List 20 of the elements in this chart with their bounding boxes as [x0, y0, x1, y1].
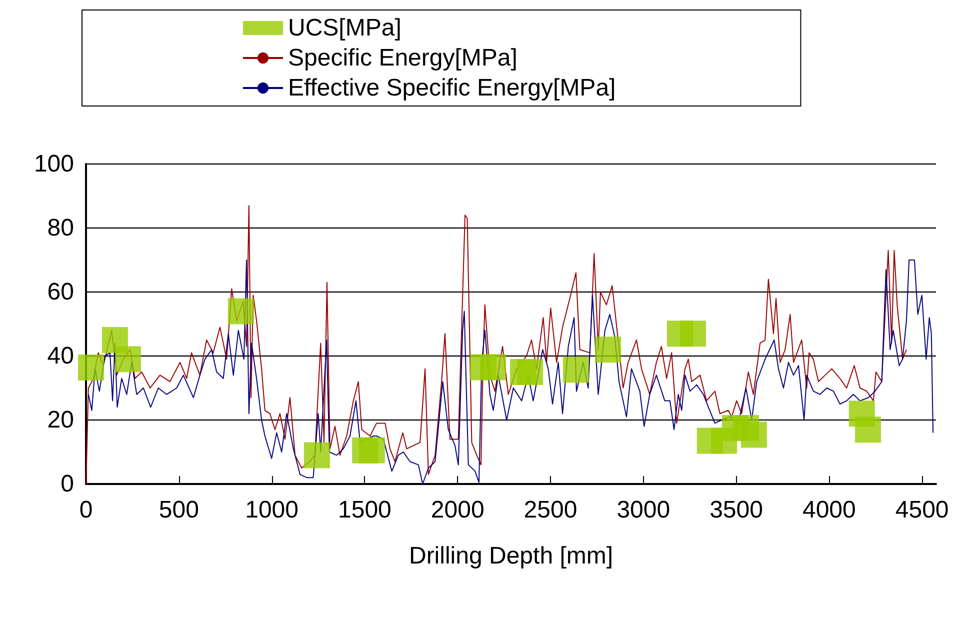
x-tick-label: 0 [79, 496, 93, 524]
y-tick-label: 100 [34, 150, 74, 178]
x-axis-title: Drilling Depth [mm] [408, 542, 614, 570]
y-tick-label: 40 [47, 342, 74, 370]
x-tick-label: 3000 [616, 496, 670, 524]
legend-label: Effective Specific Energy[MPa] [288, 74, 616, 102]
x-tick-label: 4000 [802, 496, 856, 524]
x-tick-label: 3500 [710, 496, 763, 524]
y-tick-label: 60 [47, 278, 74, 306]
x-tick-label: 2000 [430, 496, 484, 524]
legend-label: Specific Energy[MPa] [288, 44, 518, 72]
y-tick-label: 0 [60, 470, 74, 498]
y-tick-label: 80 [47, 214, 74, 242]
legend-label: UCS[MPa] [288, 14, 402, 42]
y-tick-label: 20 [47, 406, 74, 434]
x-tick-label: 4500 [895, 496, 949, 524]
x-tick-label: 1500 [338, 496, 392, 524]
x-tick-label: 1000 [245, 496, 298, 524]
x-tick-label: 2500 [524, 496, 578, 524]
x-tick-label: 500 [158, 496, 199, 524]
